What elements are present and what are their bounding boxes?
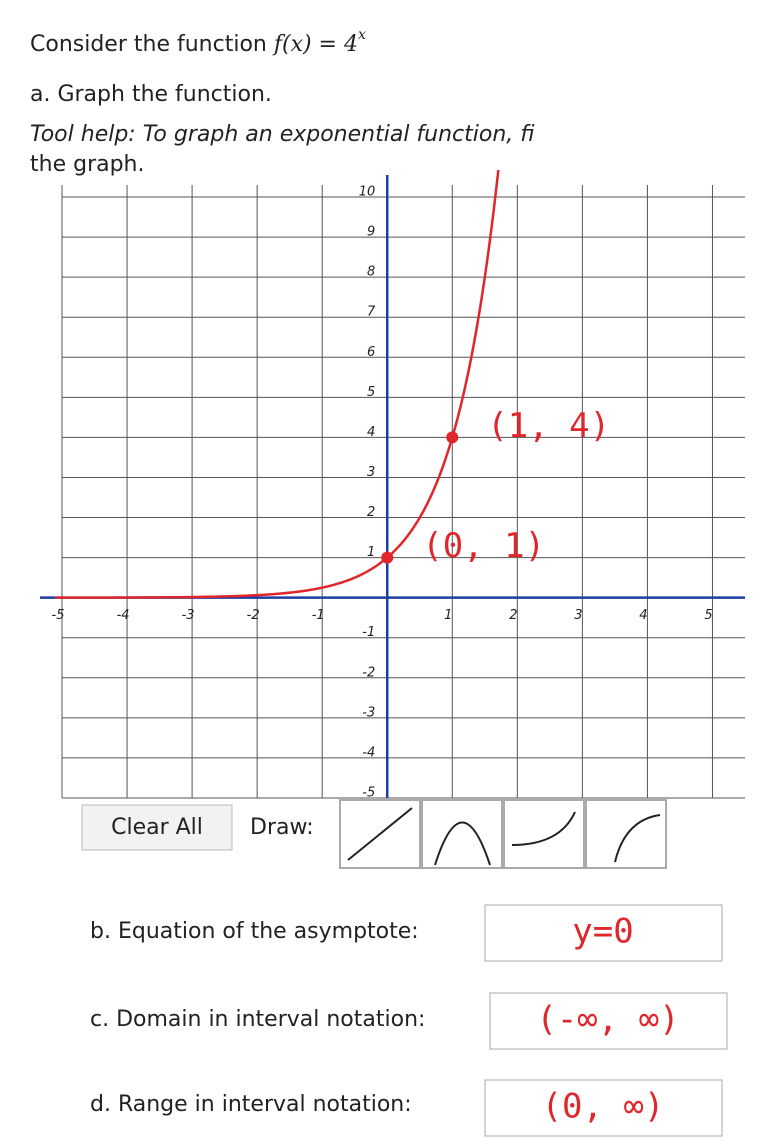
y-tick-label: -4 xyxy=(362,745,375,760)
tool-exponential[interactable] xyxy=(503,799,585,869)
tool-log[interactable] xyxy=(585,799,667,869)
y-tick-label: 10 xyxy=(359,185,376,200)
x-tick-label: 3 xyxy=(574,608,582,623)
y-tick-label: 6 xyxy=(367,345,375,360)
point-label: (1, 4) xyxy=(487,406,610,446)
clear-button[interactable] xyxy=(81,804,233,851)
x-tick-label: -5 xyxy=(52,608,65,623)
x-tick-label: 1 xyxy=(444,608,452,623)
x-tick-label: -1 xyxy=(312,608,325,623)
tool-log-icon xyxy=(614,814,661,863)
answer-prompt: b. Equation of the asymptote: xyxy=(90,919,419,944)
y-tick-label: -5 xyxy=(362,786,375,801)
exponent: x xyxy=(358,27,366,43)
draw-label: Draw: xyxy=(250,815,314,840)
y-tick-label: 3 xyxy=(367,465,375,480)
curve xyxy=(55,170,500,599)
answer-text: (-∞, ∞) xyxy=(536,1000,679,1040)
part-a: a. Graph the function. xyxy=(30,82,272,107)
x-tick-label: -2 xyxy=(247,608,260,623)
answer-box[interactable] xyxy=(484,904,723,962)
y-tick-label: -2 xyxy=(362,665,375,680)
question: Consider the function f(x) = 4x xyxy=(30,27,366,57)
graph[interactable]: -5 -4 -3 -2 -1 1 2 3 4 5 10 9 8 7 6 5 4 3 2 1 -1 -2 -3 -4 -5 (0, … xyxy=(40,0,745,801)
x-tick-label: -4 xyxy=(117,608,130,623)
y-tick-label: 1 xyxy=(367,545,375,560)
answer-prompt: d. Range in interval notation: xyxy=(90,1092,412,1117)
y-tick-label: 9 xyxy=(367,225,375,240)
tool-help-2: the graph. xyxy=(30,152,145,177)
tools xyxy=(339,799,667,869)
tool-line-icon xyxy=(347,807,413,861)
tool-parabola-icon xyxy=(434,821,491,866)
answer-prompt: c. Domain in interval notation: xyxy=(90,1007,425,1032)
question-prefix: Consider the function xyxy=(30,32,274,57)
answer-box[interactable] xyxy=(489,992,728,1050)
x-tick-label: 5 xyxy=(704,608,712,623)
y-tick-label: -3 xyxy=(362,705,375,720)
y-tick-label: 8 xyxy=(367,265,375,280)
y-tick-label: 5 xyxy=(367,385,375,400)
point xyxy=(381,551,394,564)
x-tick-label: 2 xyxy=(509,608,517,623)
y-tick-label: 4 xyxy=(367,425,375,440)
y-tick-label: 7 xyxy=(367,305,376,320)
tool-line[interactable] xyxy=(339,799,421,869)
x-tick-label: 4 xyxy=(639,608,647,623)
formula: f(x) = 4 xyxy=(272,32,358,57)
y-tick-label: 2 xyxy=(367,505,375,520)
tool-help: Tool help: To graph an exponential funct… xyxy=(30,122,535,147)
clear-label: Clear All xyxy=(111,815,203,840)
answers: b. Equation of the asymptote: y=0 c. Domai… xyxy=(90,904,728,1137)
y-tick-label: -1 xyxy=(362,625,375,640)
point xyxy=(446,431,459,444)
answer-text: y=0 xyxy=(572,912,633,952)
answer-text: (0, ∞) xyxy=(542,1087,665,1127)
tool-parabola[interactable] xyxy=(421,799,503,869)
answer-box[interactable] xyxy=(484,1079,723,1137)
x-tick-label: -3 xyxy=(182,608,195,623)
point-label: (0, 1) xyxy=(422,526,545,566)
tool-exponential-icon xyxy=(511,811,576,846)
